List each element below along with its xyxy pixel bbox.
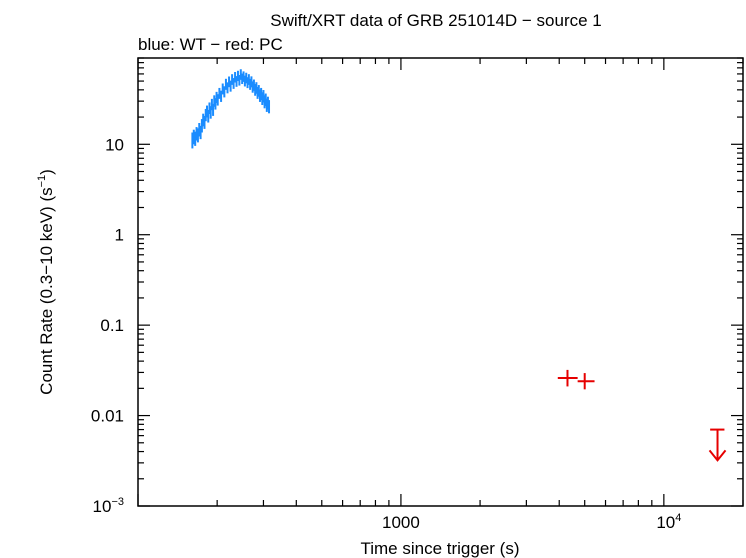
series-pc bbox=[557, 369, 595, 390]
x-tick-label-exponent: 4 bbox=[675, 512, 681, 524]
x-axis-ticks bbox=[137, 58, 744, 506]
y-axis-label: Count Rate (0.3−10 keV) (s−1) bbox=[36, 169, 56, 395]
data-point bbox=[557, 369, 578, 387]
y-tick-label-exponent: −3 bbox=[111, 496, 124, 508]
plot-frame bbox=[137, 57, 744, 507]
data-point bbox=[218, 87, 221, 99]
data-point bbox=[209, 106, 212, 119]
chart-title: Swift/XRT data of GRB 251014D − source 1 bbox=[270, 11, 602, 30]
x-tick-label: 1000 bbox=[382, 513, 420, 532]
y-tick-label: 10−3 bbox=[93, 496, 124, 516]
data-point bbox=[207, 109, 210, 123]
data-point bbox=[268, 100, 271, 114]
data-point bbox=[232, 78, 235, 89]
data-point bbox=[235, 76, 238, 87]
x-axis-tick-labels: 1000 104 bbox=[382, 512, 681, 532]
chart-subtitle: blue: WT − red: PC bbox=[138, 35, 283, 54]
y-axis-ticks bbox=[138, 57, 743, 507]
x-axis-label: Time since trigger (s) bbox=[360, 539, 519, 558]
data-point bbox=[221, 83, 224, 95]
data-point bbox=[229, 80, 232, 92]
upper-limit-marker bbox=[708, 428, 727, 462]
y-tick-label: 1 bbox=[115, 226, 124, 245]
series-wt bbox=[191, 69, 271, 149]
data-point bbox=[238, 74, 241, 86]
y-tick-label: 0.01 bbox=[91, 407, 124, 426]
data-point bbox=[577, 373, 595, 390]
y-axis-label-superscript: −1 bbox=[36, 175, 48, 188]
data-point bbox=[212, 103, 215, 116]
upper-limit-arrowhead bbox=[708, 449, 727, 462]
x-tick-label: 104 bbox=[656, 512, 681, 532]
data-point bbox=[203, 115, 206, 129]
y-tick-label: 10 bbox=[105, 135, 124, 154]
data-point bbox=[226, 82, 229, 94]
y-tick-label: 0.1 bbox=[100, 316, 124, 335]
data-point bbox=[216, 94, 219, 106]
data-point bbox=[224, 78, 227, 90]
y-axis-label-close: ) bbox=[37, 169, 56, 175]
y-tick-label-base: 10 bbox=[93, 497, 112, 516]
data-layer bbox=[191, 69, 727, 462]
data-point bbox=[220, 90, 223, 102]
data-point bbox=[214, 98, 217, 110]
y-axis-label-main: Count Rate (0.3−10 keV) (s bbox=[37, 187, 56, 394]
data-point bbox=[223, 86, 226, 98]
x-tick-label-base: 10 bbox=[656, 513, 675, 532]
data-point bbox=[228, 76, 231, 88]
